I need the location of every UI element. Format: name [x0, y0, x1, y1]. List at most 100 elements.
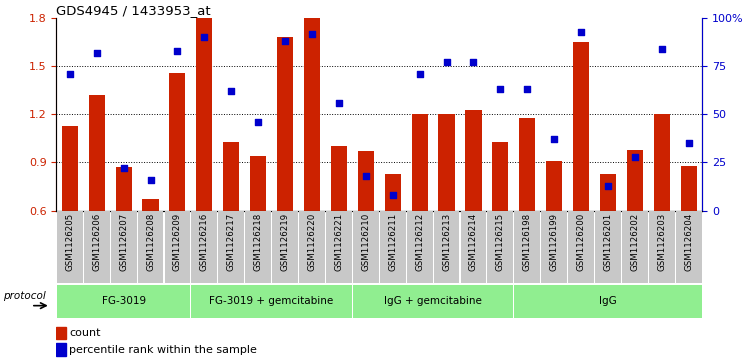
Bar: [330, 146, 347, 211]
Bar: [439, 114, 454, 211]
Text: GSM1126211: GSM1126211: [388, 213, 397, 271]
Text: GSM1126214: GSM1126214: [469, 213, 478, 271]
Bar: [595, 211, 621, 283]
Text: FG-3019: FG-3019: [101, 295, 146, 306]
Text: GSM1126216: GSM1126216: [200, 213, 209, 271]
Bar: [196, 18, 213, 211]
Point: [252, 119, 264, 125]
Point: [198, 34, 210, 40]
Text: GDS4945 / 1433953_at: GDS4945 / 1433953_at: [56, 4, 211, 17]
Bar: [192, 211, 217, 283]
Bar: [622, 211, 648, 283]
Bar: [84, 211, 110, 283]
Bar: [250, 156, 266, 211]
Text: GSM1126199: GSM1126199: [550, 213, 559, 271]
Bar: [460, 211, 487, 283]
Bar: [62, 126, 78, 211]
Point: [144, 177, 156, 183]
Bar: [653, 114, 670, 211]
Text: GSM1126209: GSM1126209: [173, 213, 182, 271]
Bar: [487, 211, 513, 283]
Bar: [380, 211, 406, 283]
Text: GSM1126219: GSM1126219: [281, 213, 290, 271]
Bar: [649, 211, 674, 283]
Text: GSM1126206: GSM1126206: [92, 213, 101, 271]
Bar: [304, 18, 320, 211]
Text: GSM1126208: GSM1126208: [146, 213, 155, 271]
Bar: [143, 199, 158, 211]
Text: GSM1126201: GSM1126201: [604, 213, 613, 271]
Bar: [627, 150, 643, 211]
Bar: [600, 174, 616, 211]
Bar: [326, 211, 351, 283]
Bar: [89, 95, 105, 211]
Bar: [493, 142, 508, 211]
Text: GSM1126203: GSM1126203: [657, 213, 666, 271]
Text: GSM1126220: GSM1126220: [307, 213, 316, 271]
Text: GSM1126218: GSM1126218: [254, 213, 263, 271]
Text: GSM1126204: GSM1126204: [684, 213, 693, 271]
Bar: [56, 327, 66, 339]
Bar: [573, 42, 589, 211]
Bar: [569, 211, 594, 283]
Text: GSM1126200: GSM1126200: [577, 213, 586, 271]
Text: GSM1126198: GSM1126198: [523, 213, 532, 271]
Bar: [277, 37, 293, 211]
Bar: [412, 114, 428, 211]
Point: [521, 86, 533, 92]
Bar: [546, 161, 562, 211]
Bar: [116, 167, 131, 211]
Point: [279, 38, 291, 44]
Point: [360, 173, 372, 179]
Bar: [466, 110, 481, 211]
Point: [629, 154, 641, 160]
Bar: [299, 211, 325, 283]
Text: percentile rank within the sample: percentile rank within the sample: [70, 344, 258, 355]
Point: [575, 29, 587, 34]
Text: GSM1126212: GSM1126212: [415, 213, 424, 271]
Text: GSM1126215: GSM1126215: [496, 213, 505, 271]
Bar: [137, 211, 164, 283]
Bar: [353, 211, 379, 283]
Bar: [164, 211, 190, 283]
Point: [656, 46, 668, 52]
Bar: [56, 343, 66, 356]
Point: [333, 100, 345, 106]
Point: [467, 60, 479, 65]
Bar: [170, 73, 185, 211]
Bar: [110, 211, 137, 283]
Text: GSM1126202: GSM1126202: [630, 213, 639, 271]
Bar: [385, 174, 401, 211]
Text: GSM1126205: GSM1126205: [65, 213, 74, 271]
Bar: [680, 166, 697, 211]
Point: [548, 136, 560, 142]
Bar: [541, 211, 567, 283]
Text: GSM1126207: GSM1126207: [119, 213, 128, 271]
Point: [683, 140, 695, 146]
Text: GSM1126221: GSM1126221: [334, 213, 343, 271]
Text: GSM1126213: GSM1126213: [442, 213, 451, 271]
Text: protocol: protocol: [3, 291, 46, 301]
Point: [602, 183, 614, 188]
Bar: [357, 151, 374, 211]
Bar: [246, 211, 271, 283]
Point: [387, 192, 399, 198]
Point: [441, 60, 453, 65]
Text: FG-3019 + gemcitabine: FG-3019 + gemcitabine: [210, 295, 333, 306]
Point: [91, 50, 103, 56]
Bar: [223, 142, 240, 211]
Text: IgG + gemcitabine: IgG + gemcitabine: [385, 295, 482, 306]
Bar: [57, 285, 190, 318]
Bar: [353, 285, 513, 318]
Bar: [192, 285, 351, 318]
Bar: [676, 211, 701, 283]
Text: GSM1126210: GSM1126210: [361, 213, 370, 271]
Bar: [57, 211, 83, 283]
Bar: [519, 118, 535, 211]
Bar: [433, 211, 460, 283]
Point: [306, 30, 318, 36]
Point: [494, 86, 506, 92]
Point: [225, 88, 237, 94]
Bar: [219, 211, 244, 283]
Point: [118, 165, 130, 171]
